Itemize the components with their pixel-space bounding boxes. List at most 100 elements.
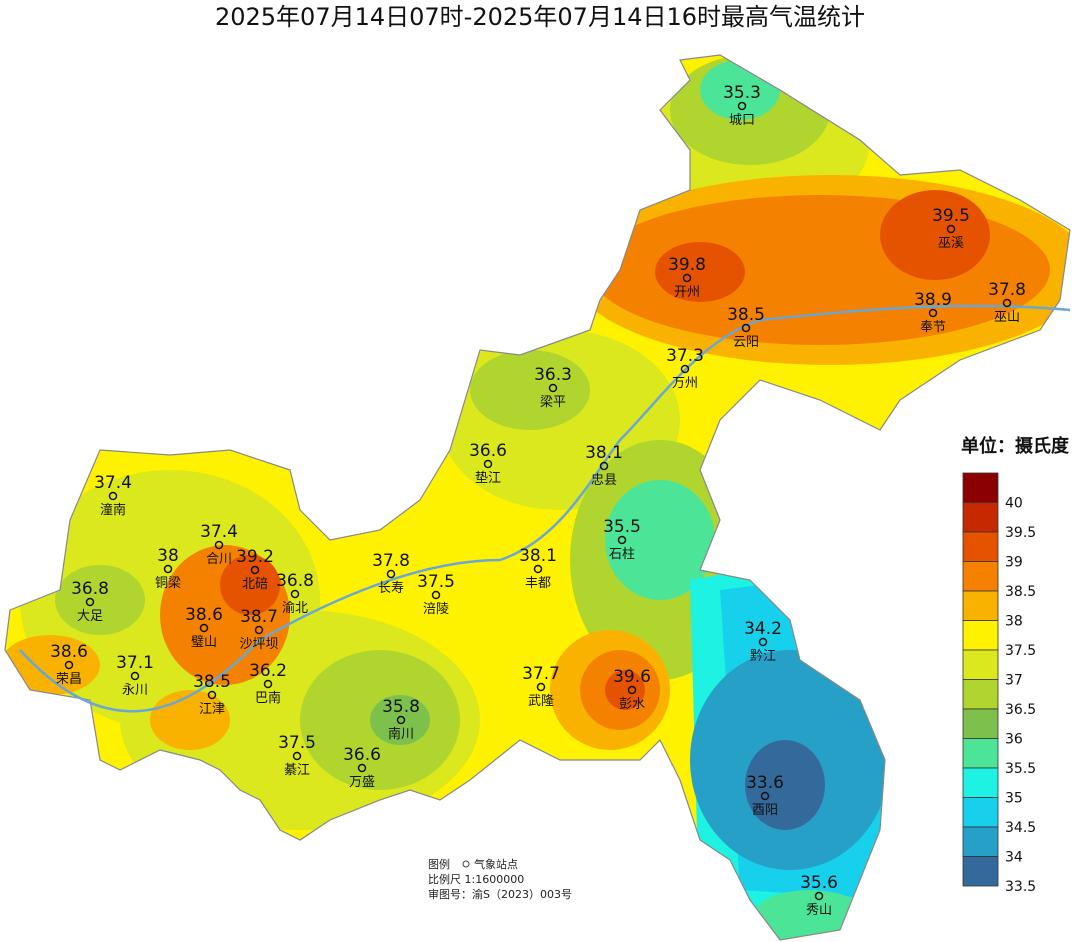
station-value: 37.5 [278,733,316,753]
station-value: 37.5 [417,572,455,592]
station-dot [199,623,209,633]
legend: 单位：摄氏度 40 39.5 39 38.5 38 37.5 37 36.5 36 35.5 35 3… [961,435,1070,895]
legend-tick-label: 35.5 [1005,761,1036,777]
station-name: 开州 [674,285,700,300]
station-dot [758,637,768,647]
station-value: 38.5 [193,672,231,692]
station-name: 秀山 [806,903,832,918]
legend-tick-label: 34.5 [1005,820,1036,836]
station-name: 彭水 [619,697,645,712]
legend-swatch [962,708,999,739]
station-name: 江津 [199,702,225,717]
station-name: 酉阳 [752,803,778,818]
station-value: 38 [157,546,179,566]
legend-swatch [962,620,999,651]
station-dot [207,690,217,700]
station-value: 36.8 [276,571,314,591]
station-dot [250,565,260,575]
station-name: 黔江 [750,649,776,664]
legend-tick-label: 39.5 [1005,525,1036,541]
legend-swatch [962,590,999,621]
station-dot [627,685,637,695]
legend-tick-label: 40 [1005,496,1023,512]
station-name: 涪陵 [423,602,449,617]
legend-swatch [962,502,999,533]
station-dot [680,364,690,374]
station-name: 南川 [388,726,414,742]
legend-swatch [962,531,999,562]
legend-tick-label: 39 [1005,555,1023,571]
station-name: 铜梁 [155,576,181,591]
station-name: 沙坪坝 [239,637,278,652]
station-dot [737,101,747,111]
map-title: 2025年07月14日07时-2025年07月14日16时最高气温统计 [215,3,865,31]
station-dot [292,751,302,761]
station-dot [548,383,558,393]
station-dot [290,589,300,599]
station-name: 潼南 [100,502,126,518]
legend-swatch [962,649,999,680]
station-value: 37.1 [116,653,154,673]
approval: 审图号：渝S（2023）003号 [428,887,572,901]
station-value: 38.7 [240,607,278,627]
station-dot [263,679,273,689]
station-dot [483,459,493,469]
station-value: 39.2 [236,547,274,567]
legend-tick-label: 38 [1005,614,1023,630]
station-value: 37.4 [94,473,132,493]
station-dot [396,715,406,725]
station-name: 石柱 [609,547,635,562]
station-dot [760,791,770,801]
station-value: 37.3 [666,346,704,366]
station-symbol [462,860,470,868]
legend-label: 图例 [428,857,450,871]
station-name: 丰都 [525,576,551,591]
station-name: 万州 [672,376,698,391]
station-dot [85,597,95,607]
scale: 比例尺 1:1600000 [428,872,524,886]
legend-swatch [962,679,999,710]
station-value: 35.5 [603,517,641,537]
station-value: 34.2 [744,619,782,639]
station-dot [1002,298,1012,308]
station-value: 35.6 [800,873,838,893]
station-name: 梁平 [540,395,566,410]
station-dot [814,891,824,901]
legend-tick-label: 33.5 [1005,879,1036,895]
station-dot [533,564,543,574]
station-dot [386,569,396,579]
station-value: 33.6 [746,773,784,793]
station-name: 巫山 [994,310,1020,325]
station-dot [946,224,956,234]
station-name: 奉节 [920,320,946,335]
station-value: 36.6 [469,441,507,461]
station-name: 长寿 [378,581,404,596]
station-dot [163,564,173,574]
station-value: 38.6 [50,642,88,662]
station-name: 巫溪 [938,236,964,251]
station-dot [682,273,692,283]
station-dot [108,491,118,501]
station-name: 合川 [206,552,232,567]
station-name: 万盛 [349,775,375,790]
station-value: 38.1 [519,546,557,566]
station-value: 35.3 [723,83,761,103]
station-dot [254,625,264,635]
station-name: 渝北 [282,600,308,616]
legend-tick-label: 36 [1005,732,1023,748]
station-value: 37.4 [200,522,238,542]
legend-swatch [962,856,999,887]
station-value: 36.2 [249,661,287,681]
station-value: 36.6 [343,745,381,765]
notes: 图例 气象站点 比例尺 1:1600000 审图号：渝S（2023）003号 [428,857,572,901]
station-dot [617,535,627,545]
station-value: 38.1 [585,443,623,463]
station-value: 36.3 [534,365,572,385]
station-name: 垫江 [475,470,501,486]
legend-tick-label: 35 [1005,791,1023,807]
legend-tick-label: 36.5 [1005,702,1036,718]
legend-tick-label: 34 [1005,850,1023,866]
station-name: 綦江 [284,763,310,778]
station-dot [357,763,367,773]
